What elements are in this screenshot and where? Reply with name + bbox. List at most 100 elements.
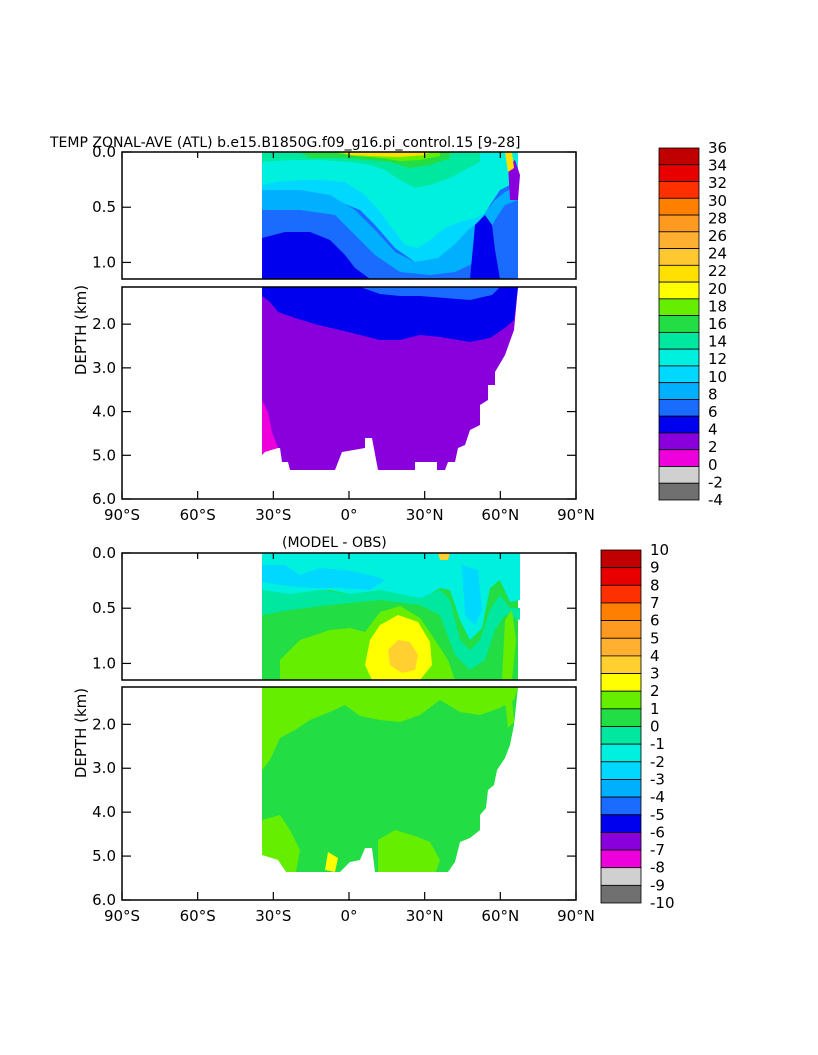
- x-tick-label: 30°N: [406, 907, 444, 925]
- colorbar-swatch: [600, 743, 642, 763]
- colorbar-swatch: [600, 814, 642, 833]
- axes: 90°S 60°S 30°S 0° 30°N 60°N 90°N 0.0 0.5 1.0 2.0 3.…: [72, 143, 595, 524]
- plot-area-upper: [121, 552, 577, 681]
- colorbar-label: 10: [708, 368, 727, 386]
- colorbar-label: -5: [650, 806, 665, 824]
- colorbar-label: 4: [650, 647, 660, 665]
- field-region: [262, 287, 518, 342]
- colorbar-label: 30: [708, 192, 727, 210]
- y-tick-label: 5.0: [92, 847, 116, 865]
- colorbar-swatch: [600, 779, 642, 798]
- colorbar-swatch: [600, 849, 642, 869]
- field-region: [470, 215, 500, 279]
- colorbar-swatch: [600, 602, 642, 622]
- colorbar-swatch: [600, 655, 642, 674]
- field-region: [438, 553, 450, 560]
- colorbar-swatch: [658, 181, 700, 199]
- x-tick-label: 30°N: [406, 506, 444, 524]
- y-tick-label: 0.5: [92, 599, 116, 617]
- colorbar-swatch: [658, 348, 700, 367]
- field-region: [505, 152, 514, 172]
- colorbar-label: 7: [650, 594, 660, 612]
- colorbar-swatch: [658, 298, 700, 317]
- colorbar-swatch: [658, 281, 700, 300]
- x-tick-label: 0°: [340, 907, 357, 925]
- y-tick-label: 6.0: [92, 490, 116, 508]
- field-region: [378, 830, 440, 872]
- colorbar-label: 8: [708, 385, 718, 403]
- colorbar-label: -6: [650, 823, 665, 841]
- y-axis-label: DEPTH (km): [72, 285, 90, 375]
- colorbar-swatch: [600, 884, 642, 904]
- y-tick-label: 0.0: [92, 544, 116, 562]
- colorbar-label: 10: [650, 541, 669, 559]
- colorbar-swatch: [658, 164, 700, 182]
- colorbar-swatch: [600, 867, 642, 886]
- field-region: [502, 610, 516, 680]
- field-region: [505, 698, 514, 728]
- colorbar-swatch: [600, 726, 642, 745]
- field-region: [262, 400, 278, 455]
- x-tick-label: 90°S: [104, 506, 140, 524]
- x-tick-label: 60°N: [481, 907, 519, 925]
- colorbar-swatch: [658, 331, 700, 350]
- colorbar-swatch: [658, 482, 700, 501]
- y-tick-label: 0.5: [92, 198, 116, 216]
- colorbar-label: 36: [708, 139, 727, 157]
- colorbar-label: 3: [650, 665, 660, 683]
- colorbar-swatch: [658, 449, 700, 467]
- field-region: [388, 640, 418, 673]
- colorbar-swatch: [658, 415, 700, 434]
- colorbar-label: 12: [708, 350, 727, 368]
- colorbar-swatch: [600, 761, 642, 780]
- field-region: [262, 590, 520, 670]
- field-region: [262, 152, 518, 248]
- colorbar-swatch: [658, 197, 700, 216]
- colorbar-label: -10: [650, 894, 675, 912]
- colorbar-swatch: [600, 567, 642, 586]
- plot-area-lower: [121, 286, 577, 500]
- field-region: [262, 687, 518, 872]
- colorbar-label: 22: [708, 262, 727, 280]
- axes: 90°S 60°S 30°S 0° 30°N 60°N 90°N 0.0 0.5 1.0 2.0 3.…: [72, 544, 595, 925]
- x-tick-label: 90°N: [557, 907, 595, 925]
- colorbar-label: -1: [650, 735, 665, 753]
- colorbar-label: 4: [708, 421, 718, 439]
- colorbar-label: 1: [650, 700, 660, 718]
- field-region: [462, 565, 482, 625]
- x-tick-label: 90°N: [557, 506, 595, 524]
- colorbar-swatch: [600, 637, 642, 657]
- colorbar-swatch: [600, 796, 642, 816]
- colorbar-swatch: [600, 549, 642, 569]
- colorbar-label: 18: [708, 297, 727, 315]
- x-tick-label: 60°N: [481, 506, 519, 524]
- colorbar-label: 32: [708, 174, 727, 192]
- colorbar-label: 0: [708, 456, 718, 474]
- colorbar-label: 9: [650, 559, 660, 577]
- x-tick-label: 60°S: [180, 907, 216, 925]
- y-tick-label: 6.0: [92, 891, 116, 909]
- y-tick-label: 4.0: [92, 803, 116, 821]
- colorbar-label: 6: [708, 403, 718, 421]
- colorbar-label: -4: [708, 491, 723, 509]
- y-tick-label: 1.0: [92, 253, 116, 271]
- x-tick-label: 30°S: [255, 907, 291, 925]
- x-tick-label: 90°S: [104, 907, 140, 925]
- colorbar-swatch: [658, 399, 700, 417]
- plot-area-lower: [121, 686, 577, 901]
- field-region: [262, 186, 518, 275]
- y-tick-label: 1.0: [92, 654, 116, 672]
- y-tick-label: 3.0: [92, 359, 116, 377]
- colorbar-label: 16: [708, 315, 727, 333]
- colorbar-swatch: [658, 432, 700, 451]
- chart-title: TEMP ZONAL-AVE (ATL) b.e15.B1850G.f09_g1…: [49, 135, 520, 151]
- y-tick-label: 0.0: [92, 143, 116, 161]
- chart-title: (MODEL - OBS): [282, 535, 387, 551]
- x-tick-label: 30°S: [255, 506, 291, 524]
- colorbar-swatch: [658, 382, 700, 400]
- colorbar-swatch: [658, 248, 700, 266]
- colorbar-label: 2: [708, 438, 718, 456]
